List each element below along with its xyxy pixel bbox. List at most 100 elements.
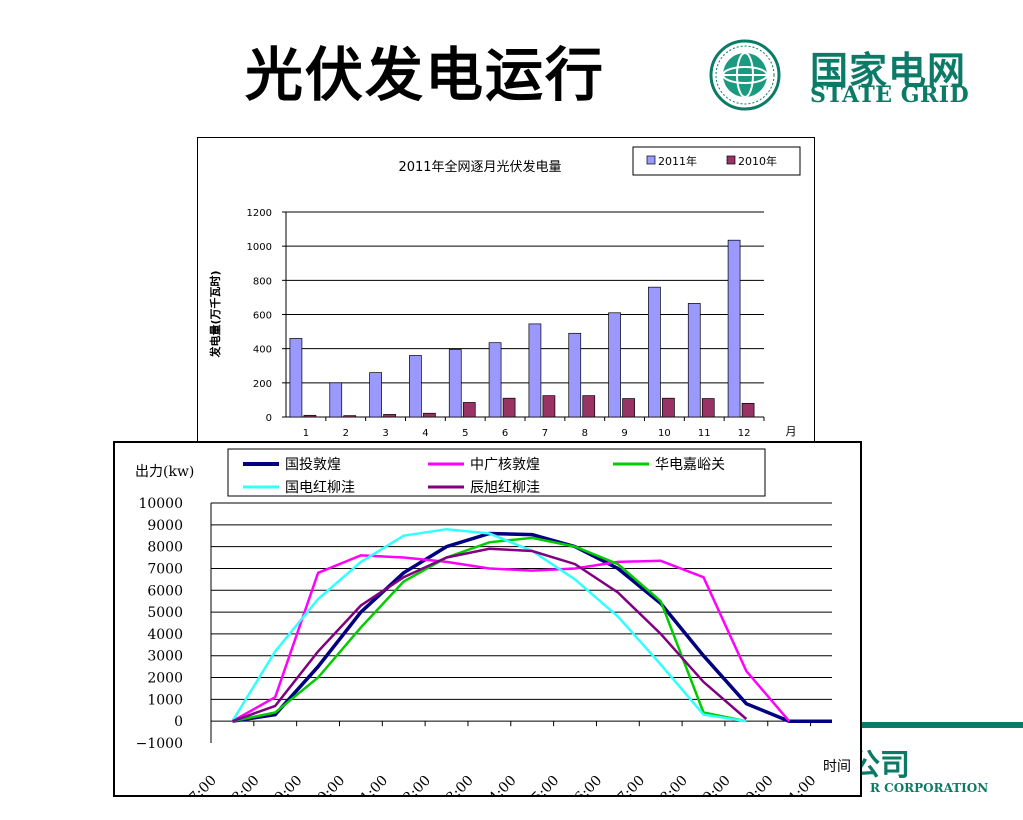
bar-2010-m6 (502, 397, 516, 418)
x-tick-label: 2 (343, 428, 349, 439)
state-grid-seal-icon (709, 39, 781, 111)
bar-2010-m10 (662, 397, 675, 418)
line-chart-svg: −1000 0 1000 2000 3000 4000 5000 6000 7000 8000 90… (135, 448, 851, 812)
bar-2010-m1 (303, 414, 317, 418)
x-tick-label: 16:00 (565, 773, 605, 795)
logo-chinese: 国家电网 (810, 49, 967, 93)
monthly-pv-bar-chart: 2011年全网逐月光伏发电量 0 200 400 600 800 1000 1200 1 2 3 4 5… (197, 137, 815, 444)
x-axis-label: 月 (786, 425, 797, 438)
logo-english: STATE GRID (810, 82, 970, 108)
y-axis-label: 出力(kw) (135, 464, 194, 480)
chart-title: 2011年全网逐月光伏发电量 (398, 159, 561, 175)
x-tick-label: 7:00 (186, 773, 220, 795)
x-tick-label: 3 (382, 428, 388, 439)
x-tick-label: 18:00 (651, 773, 691, 795)
legend-label: 2011年 (658, 154, 697, 168)
x-tick-label: 4 (422, 428, 428, 439)
legend-box (632, 146, 801, 176)
legend-label: 中广核敦煌 (470, 457, 540, 473)
x-tick-label: 11 (698, 428, 711, 439)
series-line-3 (232, 536, 747, 723)
footer-english: R CORPORATION (870, 781, 989, 795)
x-tick-label: 9:00 (272, 773, 306, 795)
y-tick-label: 9000 (147, 518, 183, 534)
legend-box (227, 448, 766, 497)
y-tick-label: 6000 (147, 583, 183, 599)
legend-swatch (726, 155, 736, 165)
bar-2011-m8 (568, 332, 582, 418)
bar-2011-m9 (608, 312, 621, 418)
bar-2010-m12 (741, 402, 755, 418)
bar-2011-m12 (727, 239, 741, 418)
bar-2010-m7 (542, 395, 556, 418)
bar-2010-m9 (622, 398, 635, 418)
y-axis-label: 发电量(万千瓦时) (208, 270, 222, 358)
x-tick-label: 15:00 (523, 773, 563, 795)
daily-output-line-chart: −1000 0 1000 2000 3000 4000 5000 6000 7000 8000 90… (113, 441, 862, 812)
x-tick-label: 7 (542, 428, 548, 439)
series-line-1 (232, 531, 832, 723)
slide-title: 光伏发电运行 (245, 41, 606, 109)
y-tick-label: 600 (253, 311, 272, 322)
bar-2011-m1 (289, 338, 303, 418)
bar-2010-m4 (423, 412, 436, 418)
legend-label: 2010年 (738, 154, 777, 168)
y-tick-label: −1000 (136, 736, 183, 752)
x-tick-label: 9 (621, 428, 627, 439)
bar-2011-m5 (448, 349, 462, 418)
y-tick-label: 7000 (147, 561, 183, 577)
x-tick-label: 1 (303, 428, 309, 439)
y-tick-label: 10000 (138, 496, 183, 512)
x-tick-label: 13:00 (437, 773, 477, 795)
y-tick-label: 0 (266, 413, 272, 424)
x-tick-label: 12 (738, 428, 751, 439)
y-tick-label: 8000 (147, 540, 183, 556)
bar-2011-m7 (528, 323, 542, 418)
bar-2010-m2 (343, 415, 357, 418)
y-tick-label: 800 (253, 276, 272, 287)
y-tick-label: 2000 (147, 671, 183, 687)
y-tick-label: 1000 (247, 242, 272, 253)
state-grid-logo: 国家电网 STATE GRID (700, 38, 980, 113)
x-tick-label: 20:00 (737, 773, 777, 795)
series-line-5 (231, 547, 748, 723)
x-tick-label: 11:00 (351, 773, 391, 795)
x-tick-label: 19:00 (694, 773, 734, 795)
bar-2011-m10 (648, 286, 661, 418)
x-tick-label: 12:00 (394, 773, 434, 795)
bar-2011-m4 (409, 355, 422, 418)
series-line-2 (231, 554, 791, 723)
x-tick-label: 8:00 (229, 773, 263, 795)
x-tick-label: 10 (658, 428, 671, 439)
legend-swatch (646, 155, 656, 165)
footer-bar (855, 722, 1023, 728)
y-tick-label: 400 (253, 345, 272, 356)
x-tick-label: 17:00 (608, 773, 648, 795)
x-tick-label: 14:00 (480, 773, 520, 795)
x-tick-label: 21:00 (780, 773, 820, 795)
bar-2010-m5 (462, 402, 476, 418)
y-tick-label: 1200 (247, 208, 272, 219)
y-tick-label: 200 (253, 379, 272, 390)
x-tick-label: 10:00 (308, 773, 348, 795)
y-tick-label: 4000 (147, 627, 183, 643)
bar-2010-m11 (701, 398, 715, 418)
legend-label: 华电嘉峪关 (655, 457, 725, 473)
legend-label: 国投敦煌 (285, 457, 341, 473)
series-line-4 (231, 527, 747, 723)
y-tick-label: 3000 (147, 649, 183, 665)
legend-label: 辰旭红柳洼 (470, 479, 540, 496)
x-tick-label: 6 (502, 428, 508, 439)
y-tick-label: 0 (174, 714, 183, 730)
bar-2010-m8 (582, 395, 596, 418)
bar-2011-m3 (369, 372, 382, 418)
bar-2011-m11 (687, 303, 701, 418)
x-axis-label: 时间 (823, 759, 851, 775)
bar-2011-m6 (488, 342, 502, 418)
legend-label: 国电红柳洼 (285, 479, 355, 496)
bar-2011-m2 (329, 382, 343, 418)
y-tick-label: 5000 (147, 605, 183, 621)
y-tick-label: 1000 (147, 692, 183, 708)
x-tick-label: 8 (582, 428, 588, 439)
